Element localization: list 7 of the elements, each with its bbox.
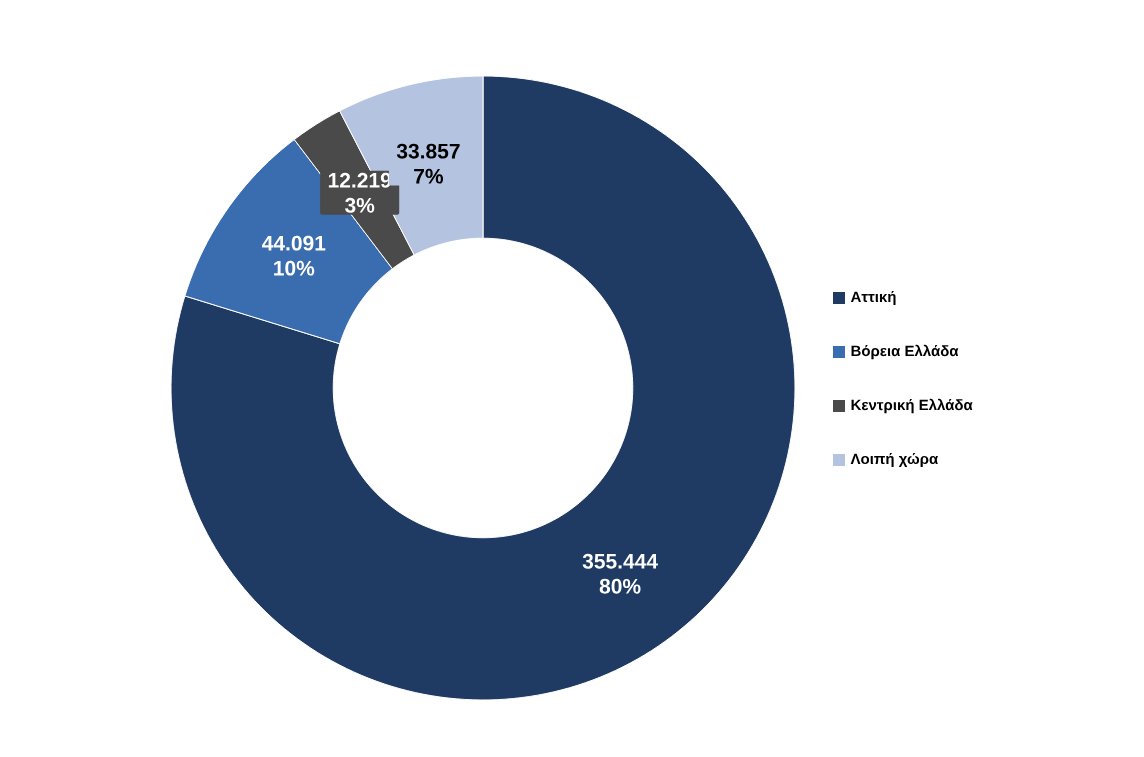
legend-label: Βόρεια Ελλάδα [851, 344, 959, 360]
legend-label: Λοιπή χώρα [850, 452, 939, 468]
legend-label: Αττική [850, 290, 896, 306]
legend-label: Κεντρική Ελλάδα [851, 398, 973, 414]
data-label: 355.444 80% [582, 553, 658, 594]
data-label: 44.091 10% [262, 235, 326, 276]
data-label: 33.857 7% [396, 143, 460, 184]
